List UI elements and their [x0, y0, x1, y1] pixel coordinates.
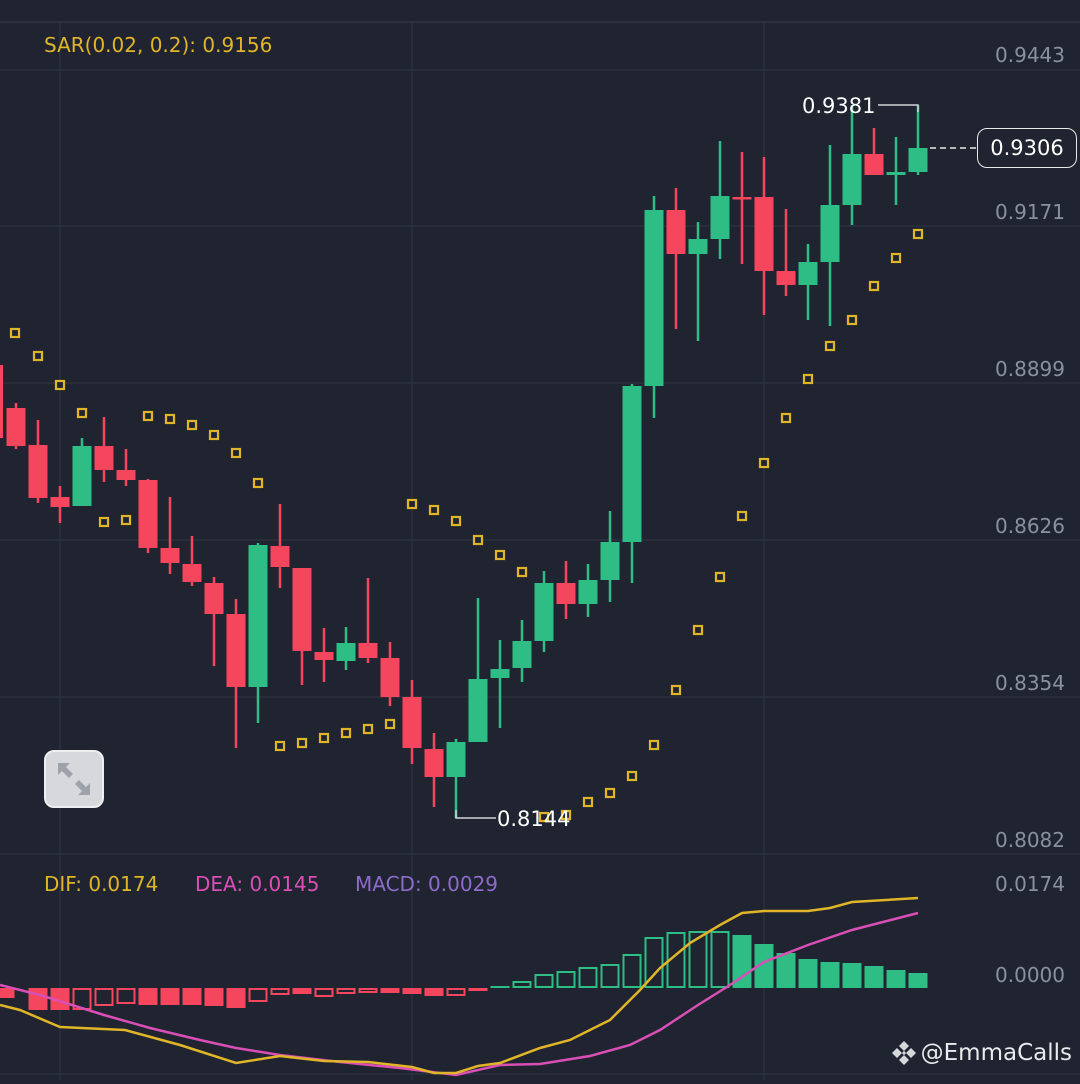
price-axis-label: 0.8354 [995, 671, 1065, 695]
price-axis-label: 0.9443 [995, 43, 1065, 67]
last-price-tag: 0.9306 [977, 128, 1077, 168]
price-axis-label: 0.8899 [995, 357, 1065, 381]
dea-legend: DEA: 0.0145 [195, 872, 320, 896]
price-axis-label: 0.9171 [995, 200, 1065, 224]
price-axis-label: 0.8626 [995, 514, 1065, 538]
low-price-annotation: 0.8144 [497, 807, 571, 831]
macd-lines [0, 896, 919, 1077]
macd-axis-label: 0.0000 [995, 963, 1065, 987]
high-price-annotation: 0.9381 [802, 94, 876, 118]
macd-axis-label: 0.0174 [995, 872, 1065, 896]
sar-series [9, 228, 924, 823]
price-axis-label: 0.8082 [995, 828, 1065, 852]
macd-histogram [0, 931, 928, 1010]
macd-legend: MACD: 0.0029 [355, 872, 499, 896]
binance-logo-icon [891, 1041, 916, 1065]
expand-arrows-icon [58, 763, 90, 795]
expand-chart-button[interactable] [44, 750, 104, 808]
price-marks [455, 104, 977, 819]
watermark-handle: @EmmaCalls [920, 1040, 1072, 1066]
sar-legend: SAR(0.02, 0.2): 0.9156 [44, 33, 273, 57]
watermark: @EmmaCalls [891, 1040, 1072, 1066]
dif-legend: DIF: 0.0174 [44, 872, 159, 896]
candlestick-series [0, 105, 928, 818]
